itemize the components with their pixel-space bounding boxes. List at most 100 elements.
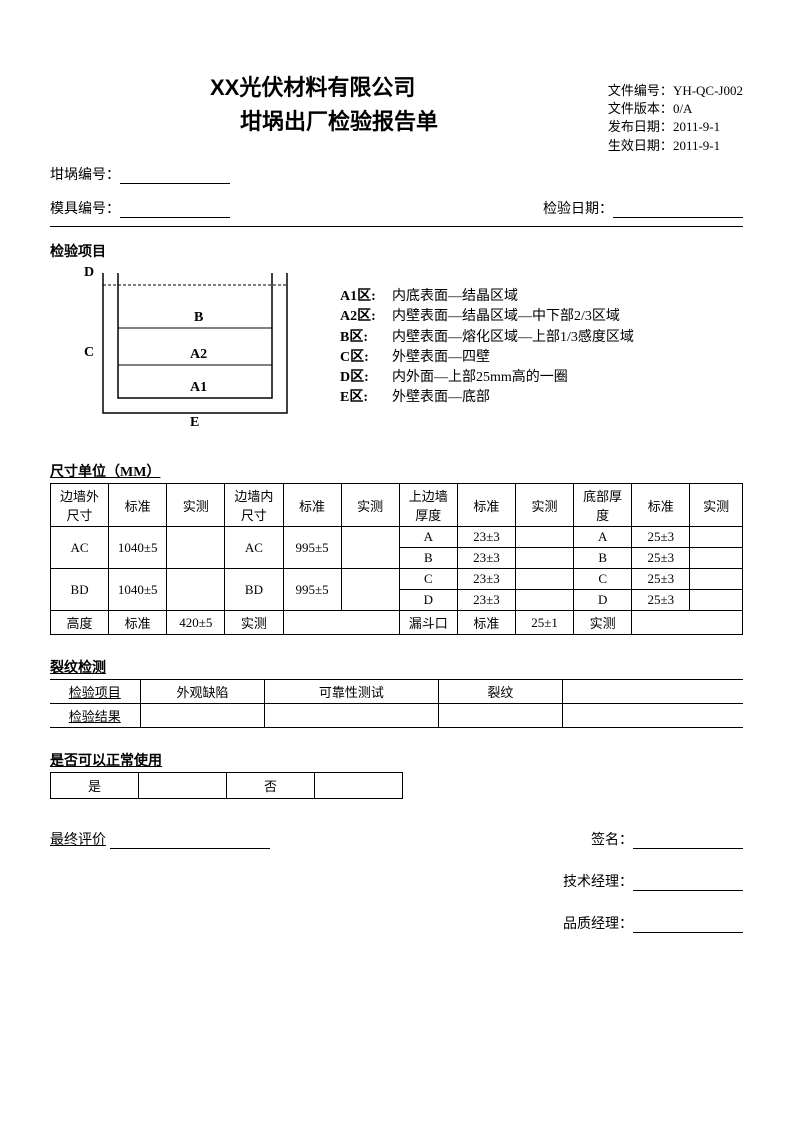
crucible-diagram: D C B A2 A1 E [50,267,310,437]
funnel-meas-label: 实测 [574,611,632,635]
second-field-row: 模具编号： 检验日期： [50,198,743,218]
hdr-inner: 边墙内尺寸 [225,484,283,527]
crucible-no-row: 坩埚编号： [50,164,743,184]
crack-r2-label: 检验结果 [50,704,140,728]
hdr-topthick: 上边墙厚度 [399,484,457,527]
usable-table: 是 否 [50,772,403,799]
dim-row-1: AC 1040±5 AC 995±5 A 23±3 A 25±3 [51,527,743,548]
header: XX光伏材料有限公司 坩埚出厂检验报告单 文件编号：YH-QC-J002 文件版… [50,70,743,160]
mold-no-label: 模具编号： [50,202,120,217]
hdr-meas-2: 实测 [341,484,399,527]
docno-value: YH-QC-J002 [673,83,743,98]
docno-label: 文件编号： [608,83,673,98]
hdr-std-2: 标准 [283,484,341,527]
funnel-meas[interactable] [632,611,743,635]
tt-a-meas[interactable] [516,527,574,548]
outer-bd-std: 1040±5 [109,569,167,611]
legend-zone-c: C区: [340,348,392,368]
legend-text-a2: 内壁表面—结晶区域—中下部2/3区域 [392,309,620,324]
crucible-no-field[interactable] [120,168,230,184]
tt-a: A [399,527,457,548]
mold-no-field[interactable] [120,202,230,218]
usable-no[interactable]: 否 [227,773,315,799]
crack-r1-label: 检验项目 [50,680,140,704]
tech-mgr-field[interactable] [633,875,743,891]
height-meas-label: 实测 [225,611,283,635]
outer-ac: AC [51,527,109,569]
funnel-std-val: 25±1 [516,611,574,635]
diagram-label-d: D [84,265,94,281]
company-name: XX光伏材料有限公司 [210,70,415,102]
crack-row-2: 检验结果 [50,704,743,728]
outer-bd-meas[interactable] [167,569,225,611]
hdr-std-3: 标准 [457,484,515,527]
sign-field[interactable] [633,833,743,849]
bt-d-meas[interactable] [690,590,743,611]
inspect-date-field[interactable] [613,202,743,218]
outer-bd: BD [51,569,109,611]
tt-d-std: 23±3 [457,590,515,611]
tt-b-meas[interactable] [516,548,574,569]
tech-mgr-label: 技术经理： [563,875,633,890]
tt-c: C [399,569,457,590]
crack-r2-c2[interactable] [265,704,438,728]
bt-a-meas[interactable] [690,527,743,548]
usable-row: 是 否 [51,773,403,799]
qc-mgr-label: 品质经理： [563,917,633,932]
legend-zone-a1: A1区: [340,287,392,307]
final-eval-field[interactable] [110,833,270,849]
height-std-label: 标准 [109,611,167,635]
divider [50,226,743,227]
bt-b-std: 25±3 [632,548,690,569]
legend-text-c: 外壁表面—四壁 [392,350,490,365]
height-std-val: 420±5 [167,611,225,635]
bt-c-meas[interactable] [690,569,743,590]
crack-r2-c1[interactable] [140,704,265,728]
inner-bd: BD [225,569,283,611]
crack-r1-c3: 裂纹 [438,680,563,704]
crucible-no-label: 坩埚编号： [50,168,120,183]
section-dims-title: 尺寸单位（MM） [50,461,743,481]
signature-block: 最终评价 签名： 技术经理： 品质经理： [50,829,743,933]
qc-mgr-field[interactable] [633,917,743,933]
usable-no-blank[interactable] [315,773,403,799]
hdr-std-4: 标准 [632,484,690,527]
section-usable-title: 是否可以正常使用 [50,750,743,770]
crack-r2-blank[interactable] [563,704,743,728]
legend-text-b: 内壁表面—熔化区域—上部1/3感度区域 [392,330,634,345]
inner-bd-meas[interactable] [341,569,399,611]
crack-r1-c2: 可靠性测试 [265,680,438,704]
legend-zone-d: D区: [340,368,392,388]
crack-r1-blank [563,680,743,704]
sign-row-2: 技术经理： [50,871,743,891]
hdr-outer: 边墙外尺寸 [51,484,109,527]
tt-b: B [399,548,457,569]
sign-row-3: 品质经理： [50,913,743,933]
legend-text-e: 外壁表面—底部 [392,390,490,405]
bt-c-std: 25±3 [632,569,690,590]
bt-b-meas[interactable] [690,548,743,569]
crack-r2-c3[interactable] [438,704,563,728]
crack-r1-c1: 外观缺陷 [140,680,265,704]
effective-label: 生效日期： [608,138,673,153]
tt-a-std: 23±3 [457,527,515,548]
tt-d-meas[interactable] [516,590,574,611]
height-label: 高度 [51,611,109,635]
effective-value: 2011-9-1 [673,138,720,153]
tt-c-meas[interactable] [516,569,574,590]
usable-yes[interactable]: 是 [51,773,139,799]
outer-ac-meas[interactable] [167,527,225,569]
publish-label: 发布日期： [608,119,673,134]
version-label: 文件版本： [608,101,673,116]
hdr-meas-3: 实测 [516,484,574,527]
version-value: 0/A [673,101,693,116]
height-meas[interactable] [283,611,399,635]
usable-yes-blank[interactable] [139,773,227,799]
legend-text-d: 内外面—上部25mm高的一圈 [392,370,568,385]
dim-row-height: 高度 标准 420±5 实测 漏斗口 标准 25±1 实测 [51,611,743,635]
bt-a: A [574,527,632,548]
hdr-meas-1: 实测 [167,484,225,527]
doc-info-block: 文件编号：YH-QC-J002 文件版本：0/A 发布日期：2011-9-1 生… [608,82,743,155]
section-items-title: 检验项目 [50,241,743,261]
inner-ac-meas[interactable] [341,527,399,569]
